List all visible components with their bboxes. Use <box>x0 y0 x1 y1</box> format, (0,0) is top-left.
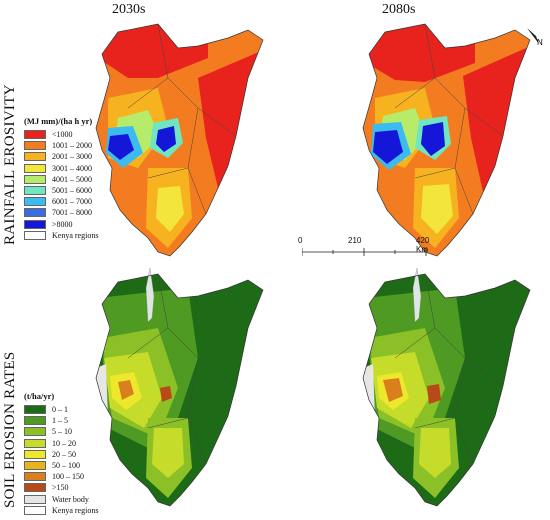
legend-erosivity-swatch <box>24 141 46 151</box>
legend-erosivity-swatch <box>24 230 46 240</box>
legend-soil-item: Kenya regions <box>24 505 98 516</box>
legend-soil-label: 5 – 10 <box>52 427 72 437</box>
legend-erosivity-label: >8000 <box>52 219 73 229</box>
legend-erosivity-label: 3001 – 4000 <box>52 163 92 173</box>
legend-erosivity-swatch <box>24 186 46 196</box>
legend-erosivity-swatch <box>24 208 46 218</box>
legend-soil-item: >150 <box>24 482 98 493</box>
legend-erosivity-label: 5001 – 6000 <box>52 186 92 196</box>
north-arrow-icon: N <box>527 28 543 47</box>
legend-soil-swatch <box>24 472 46 482</box>
legend-soil-label: 100 – 150 <box>52 472 84 482</box>
legend-soil-swatch <box>24 405 46 415</box>
legend-soil-label: >150 <box>52 483 69 493</box>
column-title-2080s: 2080s <box>382 2 416 17</box>
soil-erosion-map-2080s <box>362 268 531 507</box>
legend-erosivity: (MJ mm)/(ha h yr) <1000 1001 – 2000 2001 –… <box>24 116 98 241</box>
legend-erosivity-swatch <box>24 152 46 162</box>
legend-soil-swatch <box>24 438 46 448</box>
legend-erosivity-item: Kenya regions <box>24 230 98 241</box>
scale-tick-0: 0 <box>298 236 303 245</box>
legend-soil-swatch <box>24 483 46 493</box>
legend-erosivity-swatch <box>24 130 46 140</box>
legend-erosivity-item: 1001 – 2000 <box>24 140 98 151</box>
legend-erosivity-swatch <box>24 219 46 229</box>
legend-soil-label: 50 – 100 <box>52 461 80 471</box>
legend-erosivity-item: >8000 <box>24 219 98 230</box>
scale-bar: 0 210 420 Km <box>298 236 430 266</box>
legend-soil-swatch <box>24 505 46 515</box>
legend-soil-item: 20 – 50 <box>24 449 98 460</box>
legend-soil-item: Water body <box>24 494 98 505</box>
legend-erosivity-item: 7001 – 8000 <box>24 207 98 218</box>
legend-soil-item: 100 – 150 <box>24 471 98 482</box>
legend-soil-label: 1 – 5 <box>52 416 68 426</box>
legend-erosivity-label: <1000 <box>52 130 73 140</box>
legend-erosivity-item: 2001 – 3000 <box>24 151 98 162</box>
legend-soil-item: 1 – 5 <box>24 415 98 426</box>
legend-erosivity-label: 1001 – 2000 <box>52 141 92 151</box>
legend-erosivity-swatch <box>24 163 46 173</box>
legend-soil-label: 0 – 1 <box>52 405 68 415</box>
legend-erosivity-label: 2001 – 3000 <box>52 152 92 162</box>
legend-soil-swatch <box>24 427 46 437</box>
legend-soil-label: Kenya regions <box>52 505 99 515</box>
legend-soil-swatch <box>24 449 46 459</box>
legend-erosivity-label: 6001 – 7000 <box>52 197 92 207</box>
row-title-rainfall-erosivity: RAINFALL EROSIVITY <box>2 84 18 245</box>
legend-erosivity-label: 4001 – 5000 <box>52 174 92 184</box>
erosivity-map-2080s <box>362 23 531 257</box>
legend-erosivity-label: 7001 – 8000 <box>52 208 92 218</box>
legend-erosivity-swatch <box>24 197 46 207</box>
scale-tick-420: 420 Km <box>416 236 430 254</box>
legend-soil-swatch <box>24 494 46 504</box>
scale-tick-210: 210 <box>348 236 362 245</box>
legend-erosivity-item: 6001 – 7000 <box>24 196 98 207</box>
erosivity-map-2030s <box>95 23 264 257</box>
row-title-soil-erosion-rates: SOIL EROSION RATES <box>2 351 18 508</box>
legend-soil-item: 5 – 10 <box>24 426 98 437</box>
legend-erosivity-label: Kenya regions <box>52 230 99 240</box>
legend-soil-item: 0 – 1 <box>24 404 98 415</box>
legend-erosivity-item: 5001 – 6000 <box>24 185 98 196</box>
legend-soil-item: 10 – 20 <box>24 438 98 449</box>
soil-erosion-map-2030s <box>95 268 264 507</box>
legend-erosivity-item: 4001 – 5000 <box>24 174 98 185</box>
north-label: N <box>537 38 543 47</box>
legend-soil-item: 50 – 100 <box>24 460 98 471</box>
column-title-2030s: 2030s <box>112 2 146 17</box>
legend-erosivity-title: (MJ mm)/(ha h yr) <box>24 116 93 126</box>
legend-erosivity-item: 3001 – 4000 <box>24 163 98 174</box>
legend-erosivity-item: <1000 <box>24 129 98 140</box>
scale-bar-line <box>302 248 427 256</box>
legend-erosivity-swatch <box>24 174 46 184</box>
legend-soil-label: 10 – 20 <box>52 438 76 448</box>
legend-soil-label: 20 – 50 <box>52 449 76 459</box>
legend-soil-label: Water body <box>52 494 89 504</box>
legend-soil-title: (t/ha/yr) <box>24 391 55 401</box>
legend-soil-swatch <box>24 416 46 426</box>
legend-soil-swatch <box>24 461 46 471</box>
